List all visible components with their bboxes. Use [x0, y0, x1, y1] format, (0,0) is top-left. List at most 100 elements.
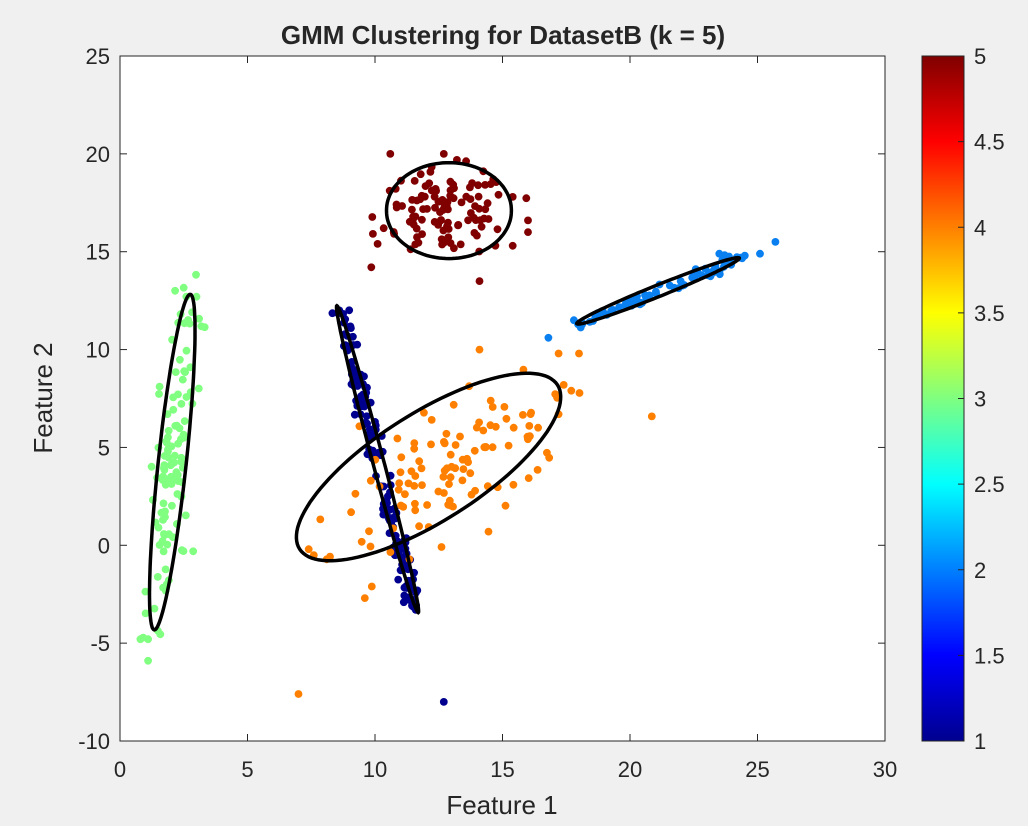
- point-cluster-2: [771, 238, 780, 246]
- point-cluster-4: [475, 418, 483, 427]
- point-cluster-4: [411, 506, 420, 515]
- point-cluster-4: [395, 479, 404, 487]
- colorbar-tick-label: 5: [974, 44, 986, 69]
- point-cluster-4: [471, 486, 479, 495]
- colorbar-ticks: 1 1.5 2 2.5 3 3.5 4 4.5 5: [958, 44, 1005, 754]
- y-tick-label: 5: [98, 435, 110, 460]
- point-cluster-5: [405, 217, 414, 226]
- point-cluster-1: [353, 340, 362, 349]
- point-cluster-4: [415, 457, 424, 466]
- point-cluster-5: [474, 181, 482, 190]
- point-cluster-4: [519, 365, 528, 374]
- colorbar: [921, 55, 965, 742]
- point-cluster-4: [458, 476, 467, 485]
- x-tick-label: 20: [618, 757, 642, 782]
- point-cluster-4: [519, 411, 527, 419]
- point-cluster-4: [304, 545, 313, 554]
- point-cluster-4: [534, 423, 542, 432]
- point-cluster-5: [494, 190, 503, 199]
- colorbar-tick-label: 3.5: [974, 301, 1005, 326]
- point-cluster-1: [347, 324, 355, 332]
- point-cluster-4: [449, 502, 457, 511]
- y-tick-label: -5: [90, 631, 110, 656]
- point-cluster-5: [398, 202, 406, 210]
- point-cluster-3: [173, 471, 182, 479]
- point-cluster-1: [439, 698, 448, 706]
- point-cluster-4: [479, 426, 488, 435]
- point-cluster-4: [410, 444, 419, 453]
- point-cluster-3: [155, 382, 164, 391]
- point-cluster-5: [457, 198, 466, 207]
- point-cluster-4: [397, 501, 405, 510]
- point-cluster-5: [446, 239, 455, 248]
- point-cluster-4: [509, 480, 518, 489]
- point-cluster-3: [161, 513, 169, 521]
- point-cluster-5: [471, 216, 480, 225]
- point-cluster-1: [345, 306, 354, 315]
- point-cluster-4: [533, 466, 542, 474]
- x-tick-label: 5: [241, 757, 253, 782]
- point-cluster-3: [171, 368, 180, 376]
- point-cluster-4: [526, 432, 534, 441]
- point-cluster-4: [410, 439, 419, 447]
- colorbar-tick-label: 1.5: [974, 643, 1005, 668]
- point-cluster-4: [420, 408, 428, 417]
- point-cluster-3: [141, 587, 150, 596]
- point-cluster-5: [430, 192, 439, 201]
- point-cluster-3: [180, 367, 189, 376]
- point-cluster-4: [647, 412, 656, 421]
- point-cluster-5: [468, 179, 476, 188]
- point-cluster-4: [484, 527, 493, 536]
- point-cluster-1: [362, 412, 371, 421]
- point-cluster-3: [170, 451, 179, 460]
- point-cluster-4: [397, 453, 406, 462]
- point-cluster-4: [440, 466, 449, 475]
- point-cluster-3: [164, 426, 173, 435]
- point-cluster-4: [427, 440, 435, 449]
- colorbar-tick-label: 1: [974, 729, 986, 754]
- point-cluster-4: [525, 422, 534, 430]
- point-cluster-5: [417, 191, 426, 200]
- colorbar-tick-label: 4.5: [974, 130, 1005, 155]
- point-cluster-5: [522, 194, 531, 203]
- point-cluster-5: [474, 192, 483, 201]
- point-cluster-4: [551, 390, 560, 398]
- point-cluster-4: [357, 537, 366, 546]
- ellipse-cluster-5: [384, 160, 514, 261]
- point-cluster-3: [163, 540, 172, 549]
- point-cluster-5: [421, 182, 430, 191]
- point-cluster-4: [456, 432, 464, 441]
- y-axis-label: Feature 2: [28, 342, 58, 453]
- point-cluster-4: [524, 474, 533, 482]
- point-cluster-5: [475, 277, 484, 285]
- point-cluster-4: [501, 501, 510, 510]
- point-cluster-4: [567, 386, 576, 395]
- point-cluster-4: [475, 345, 484, 354]
- point-cluster-5: [467, 209, 475, 217]
- point-cluster-4: [396, 468, 405, 477]
- point-cluster-5: [483, 199, 492, 208]
- point-cluster-1: [353, 382, 362, 390]
- point-cluster-5: [419, 205, 427, 214]
- point-cluster-4: [575, 389, 584, 397]
- point-cluster-5: [524, 216, 532, 225]
- point-cluster-2: [715, 249, 724, 258]
- point-cluster-4: [437, 543, 446, 551]
- ellipse-cluster-4: [294, 371, 563, 563]
- point-cluster-4: [545, 453, 554, 462]
- point-cluster-3: [168, 533, 177, 541]
- point-cluster-3: [160, 531, 169, 540]
- point-cluster-3: [159, 547, 168, 556]
- point-cluster-4: [415, 522, 423, 531]
- gaussian-ellipses: [147, 160, 742, 632]
- point-cluster-4: [488, 403, 497, 411]
- point-cluster-4: [459, 465, 468, 473]
- point-cluster-5: [454, 221, 462, 230]
- point-cluster-4: [527, 408, 535, 417]
- point-cluster-3: [194, 384, 203, 393]
- point-cluster-3: [180, 319, 189, 328]
- y-tick-label: 20: [86, 142, 110, 167]
- point-cluster-3: [159, 583, 168, 592]
- point-cluster-3: [160, 466, 169, 474]
- point-cluster-3: [161, 480, 170, 489]
